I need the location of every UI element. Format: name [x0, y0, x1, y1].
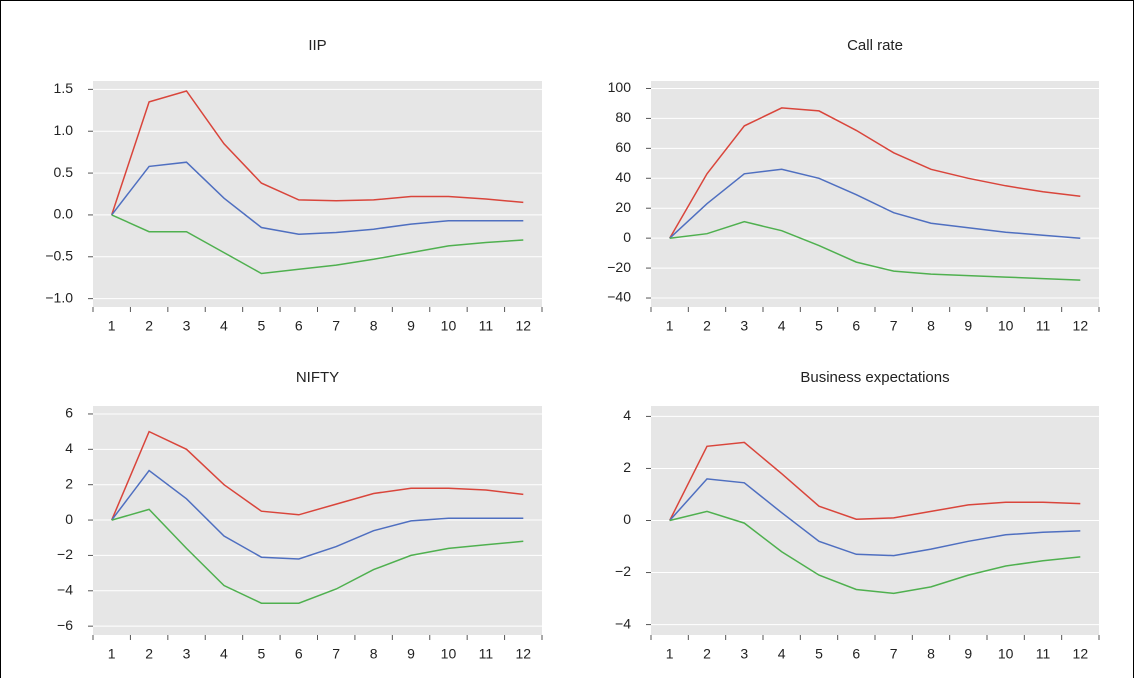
x-tick-label: 12 [1073, 646, 1089, 662]
y-tick-label: 0 [65, 511, 73, 527]
x-tick-label: 1 [108, 646, 116, 662]
x-tick-label: 4 [778, 646, 786, 662]
x-tick-label: 1 [108, 318, 116, 334]
series-line [669, 478, 1081, 557]
y-tick-label: −6 [57, 617, 73, 633]
x-tick-label: 5 [257, 318, 265, 334]
x-tick-label: 8 [927, 318, 935, 334]
y-tick-label: 1.5 [54, 80, 74, 96]
x-tick-label: 11 [479, 318, 494, 334]
chart-title: IIP [308, 37, 326, 54]
x-tick-label: 2 [145, 646, 153, 662]
x-tick-label: 12 [1073, 318, 1089, 334]
chart-title: Business expectations [800, 369, 949, 386]
x-tick-label: 12 [516, 646, 532, 662]
y-tick-label: 0 [623, 511, 631, 527]
x-tick-label: 4 [778, 318, 786, 334]
x-tick-label: 5 [257, 646, 265, 662]
x-tick-label: 5 [815, 318, 823, 334]
x-tick-label: 6 [852, 318, 860, 334]
x-tick-label: 11 [1036, 318, 1051, 334]
x-tick-label: 6 [295, 318, 303, 334]
chart-title: Call rate [847, 37, 903, 54]
series-line [669, 107, 1081, 239]
x-tick-label: 9 [964, 646, 972, 662]
series-line [669, 168, 1081, 239]
y-tick-label: −4 [57, 581, 73, 597]
y-tick-label: 0.0 [54, 206, 74, 222]
x-tick-label: 1 [666, 646, 674, 662]
y-tick-label: 0 [623, 229, 631, 245]
series-line [110, 90, 524, 216]
x-tick-label: 1 [666, 318, 674, 334]
x-tick-label: 7 [890, 318, 898, 334]
x-tick-label: 8 [370, 318, 378, 334]
x-tick-label: 12 [516, 318, 532, 334]
y-tick-label: 4 [65, 440, 73, 456]
x-tick-label: 10 [998, 646, 1014, 662]
x-tick-label: 3 [183, 318, 191, 334]
y-tick-label: −0.5 [45, 247, 73, 263]
x-tick-label: 4 [220, 318, 228, 334]
series-line [669, 441, 1081, 521]
x-tick-label: 10 [998, 318, 1014, 334]
x-tick-label: 9 [407, 646, 415, 662]
x-tick-label: 6 [295, 646, 303, 662]
x-tick-label: 7 [890, 646, 898, 662]
x-tick-label: 10 [441, 318, 457, 334]
y-tick-label: 80 [615, 109, 631, 125]
x-tick-label: 9 [964, 318, 972, 334]
series-line [111, 469, 524, 560]
y-tick-label: −4 [615, 615, 631, 631]
series-line [111, 161, 524, 235]
x-tick-label: 6 [852, 646, 860, 662]
x-tick-label: 8 [927, 646, 935, 662]
y-tick-label: 60 [615, 139, 631, 155]
y-tick-label: 1.0 [54, 122, 74, 138]
x-tick-label: 7 [332, 646, 340, 662]
plot-area [93, 81, 542, 307]
x-tick-label: 11 [479, 646, 494, 662]
x-tick-label: 4 [220, 646, 228, 662]
x-tick-label: 3 [740, 646, 748, 662]
y-tick-label: −20 [607, 259, 631, 275]
y-tick-label: 4 [623, 407, 631, 423]
chart-title: NIFTY [296, 369, 339, 386]
x-tick-label: 11 [1036, 646, 1051, 662]
x-tick-label: 7 [332, 318, 340, 334]
x-tick-label: 2 [145, 318, 153, 334]
series-line [111, 430, 524, 521]
y-tick-label: −1.0 [45, 289, 73, 305]
y-tick-label: 20 [615, 199, 631, 215]
y-tick-label: 40 [615, 169, 631, 185]
y-tick-label: −40 [607, 289, 631, 305]
series-line [669, 510, 1081, 595]
y-tick-label: 2 [65, 475, 73, 491]
x-tick-label: 5 [815, 646, 823, 662]
x-tick-label: 8 [370, 646, 378, 662]
y-tick-label: 100 [608, 79, 632, 95]
series-line [111, 508, 524, 604]
x-tick-label: 10 [441, 646, 457, 662]
x-tick-label: 2 [703, 318, 711, 334]
series-line [111, 214, 524, 275]
x-tick-label: 3 [183, 646, 191, 662]
series-line [669, 220, 1081, 281]
x-tick-label: 3 [740, 318, 748, 334]
y-tick-label: −2 [615, 563, 631, 579]
y-tick-label: −2 [57, 546, 73, 562]
y-tick-label: 0.5 [54, 164, 74, 180]
x-tick-label: 2 [703, 646, 711, 662]
y-tick-label: 2 [623, 459, 631, 475]
x-tick-label: 9 [407, 318, 415, 334]
y-tick-label: 6 [65, 405, 73, 421]
